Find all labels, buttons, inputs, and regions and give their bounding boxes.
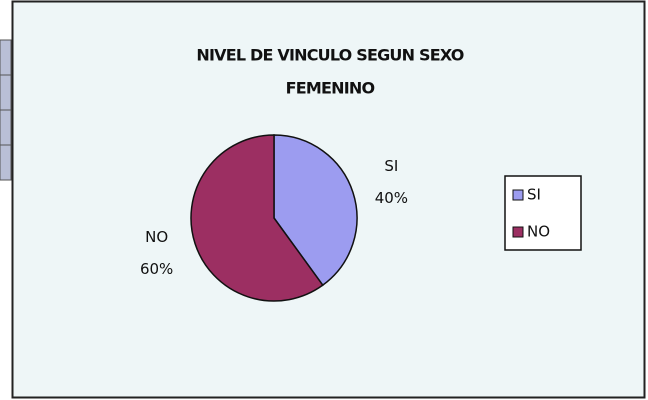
- slice-value-label: 40%: [375, 189, 408, 207]
- legend-swatch: [512, 226, 524, 238]
- pie-slice: [273, 134, 358, 287]
- legend-box: [504, 175, 582, 251]
- legend-label: SI: [527, 186, 541, 204]
- legend-label: NO: [527, 223, 550, 241]
- slice-value-label: 60%: [140, 260, 173, 278]
- slice-category-label: NO: [145, 228, 168, 246]
- slice-category-label: SI: [384, 157, 398, 175]
- pie-slice: [190, 134, 324, 302]
- legend-swatch: [512, 189, 524, 201]
- chart-title: NIVEL DE VINCULO SEGUN SEXO: [196, 46, 463, 65]
- chart-subtitle: FEMENINO: [286, 79, 375, 98]
